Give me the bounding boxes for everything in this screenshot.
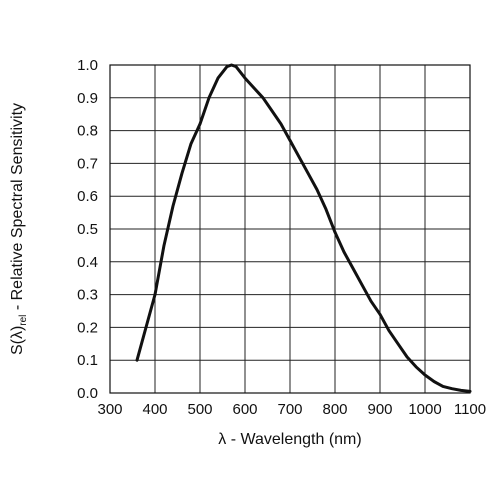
y-tick-label: 0.3 bbox=[77, 287, 98, 304]
y-axis-label-rest: - Relative Spectral Sensitivity bbox=[9, 103, 26, 315]
y-tick-label: 0.0 bbox=[77, 385, 98, 402]
y-tick-label: 0.2 bbox=[77, 319, 98, 336]
y-axis-label-main: S(λ) bbox=[9, 326, 26, 355]
x-tick-label: 1000 bbox=[408, 401, 441, 418]
y-tick-labels: 0.0 0.1 0.2 0.3 0.4 0.5 0.6 0.7 0.8 0.9 1.0 bbox=[77, 57, 98, 402]
plot-frame bbox=[109, 64, 471, 394]
grid bbox=[109, 64, 471, 394]
y-tick-label: 0.1 bbox=[77, 352, 98, 369]
x-tick-label: 600 bbox=[232, 401, 257, 418]
y-tick-label: 0.9 bbox=[77, 90, 98, 107]
sensitivity-curve bbox=[135, 63, 472, 393]
y-tick-label: 0.7 bbox=[77, 155, 98, 172]
x-tick-label: 900 bbox=[367, 401, 392, 418]
x-axis-label: λ - Wavelength (nm) bbox=[218, 431, 361, 448]
y-axis-label-subscript: rel bbox=[18, 315, 29, 326]
x-tick-labels: 300 400 500 600 700 800 900 1000 1100 bbox=[97, 401, 486, 418]
y-axis-label: S(λ)rel - Relative Spectral Sensitivity bbox=[9, 103, 29, 355]
x-tick-label: 700 bbox=[277, 401, 302, 418]
series-layer bbox=[135, 63, 472, 393]
y-tick-label: 0.6 bbox=[77, 188, 98, 205]
x-tick-label: 300 bbox=[97, 401, 122, 418]
x-tick-label: 500 bbox=[187, 401, 212, 418]
y-tick-label: 1.0 bbox=[77, 57, 98, 74]
x-tick-label: 400 bbox=[142, 401, 167, 418]
y-tick-label: 0.8 bbox=[77, 123, 98, 140]
x-tick-label: 800 bbox=[322, 401, 347, 418]
y-tick-label: 0.4 bbox=[77, 254, 98, 271]
y-tick-label: 0.5 bbox=[77, 221, 98, 238]
x-tick-label: 1100 bbox=[454, 401, 486, 418]
